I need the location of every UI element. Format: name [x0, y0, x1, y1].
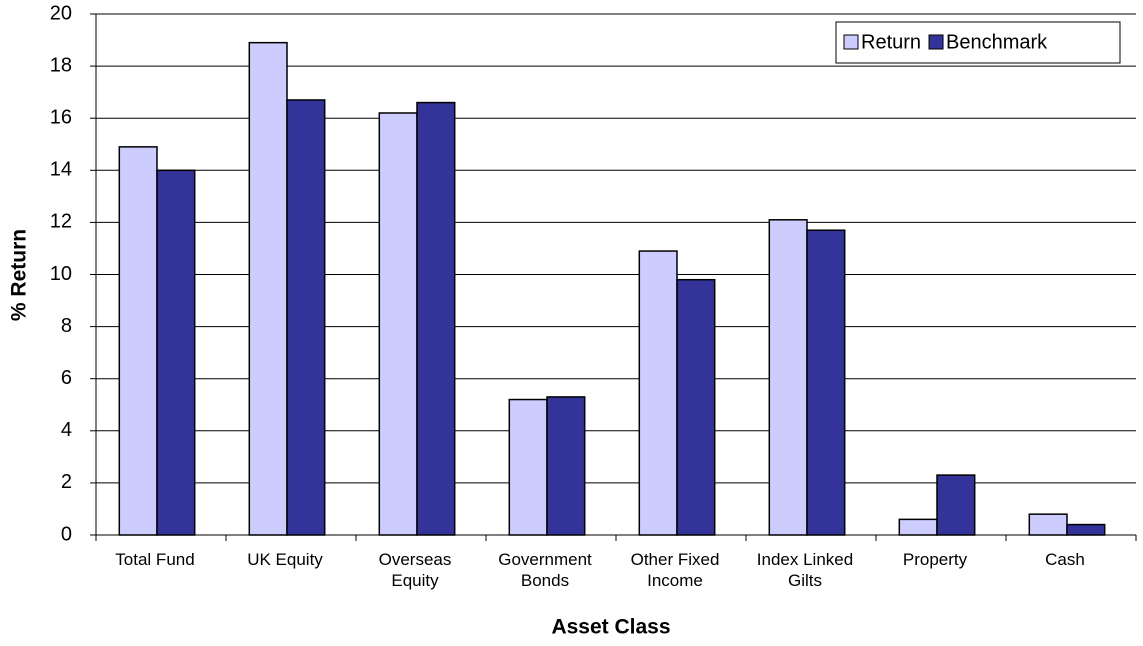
y-tick-label: 4	[61, 419, 72, 441]
y-tick-label: 10	[50, 263, 72, 285]
y-tick-label: 20	[50, 2, 72, 24]
y-tick-label: 14	[50, 159, 72, 181]
y-tick-label: 16	[50, 106, 72, 128]
x-tick-label: Cash	[1045, 550, 1085, 569]
bar	[768, 219, 808, 536]
y-tick-label: 0	[61, 523, 72, 545]
bar	[676, 278, 716, 536]
bar	[806, 229, 846, 536]
bar	[156, 169, 196, 536]
bar	[378, 112, 418, 536]
x-tick-label: Overseas Equity	[378, 550, 452, 590]
bar	[638, 250, 678, 536]
legend-box	[835, 21, 1121, 64]
y-tick-label: 6	[61, 367, 72, 389]
bar	[1028, 513, 1068, 536]
bar	[248, 41, 288, 536]
bar	[508, 398, 548, 536]
x-tick-label: Index Linked Gilts	[756, 550, 854, 590]
bar	[898, 518, 938, 536]
legend-label: Benchmark	[946, 31, 1048, 53]
bar	[936, 474, 976, 536]
legend-swatch	[928, 34, 944, 50]
y-tick-label: 2	[61, 471, 72, 493]
x-tick-label: Property	[902, 550, 968, 569]
bar	[416, 101, 456, 536]
y-axis-title: % Return	[8, 229, 31, 321]
bar	[286, 99, 326, 536]
bar	[546, 396, 586, 536]
bar	[1066, 523, 1106, 536]
y-tick-label: 18	[50, 54, 72, 76]
x-axis-title: Asset Class	[551, 616, 670, 639]
legend-swatch	[843, 34, 859, 50]
legend-label: Return	[861, 31, 921, 53]
x-tick-label: Government Bonds	[498, 550, 592, 590]
y-tick-label: 12	[50, 211, 72, 233]
x-tick-label: Other Fixed Income	[630, 550, 720, 590]
x-tick-label: Total Fund	[115, 550, 195, 569]
x-tick-label: UK Equity	[247, 550, 323, 569]
bar	[118, 146, 158, 536]
y-tick-label: 8	[61, 315, 72, 337]
